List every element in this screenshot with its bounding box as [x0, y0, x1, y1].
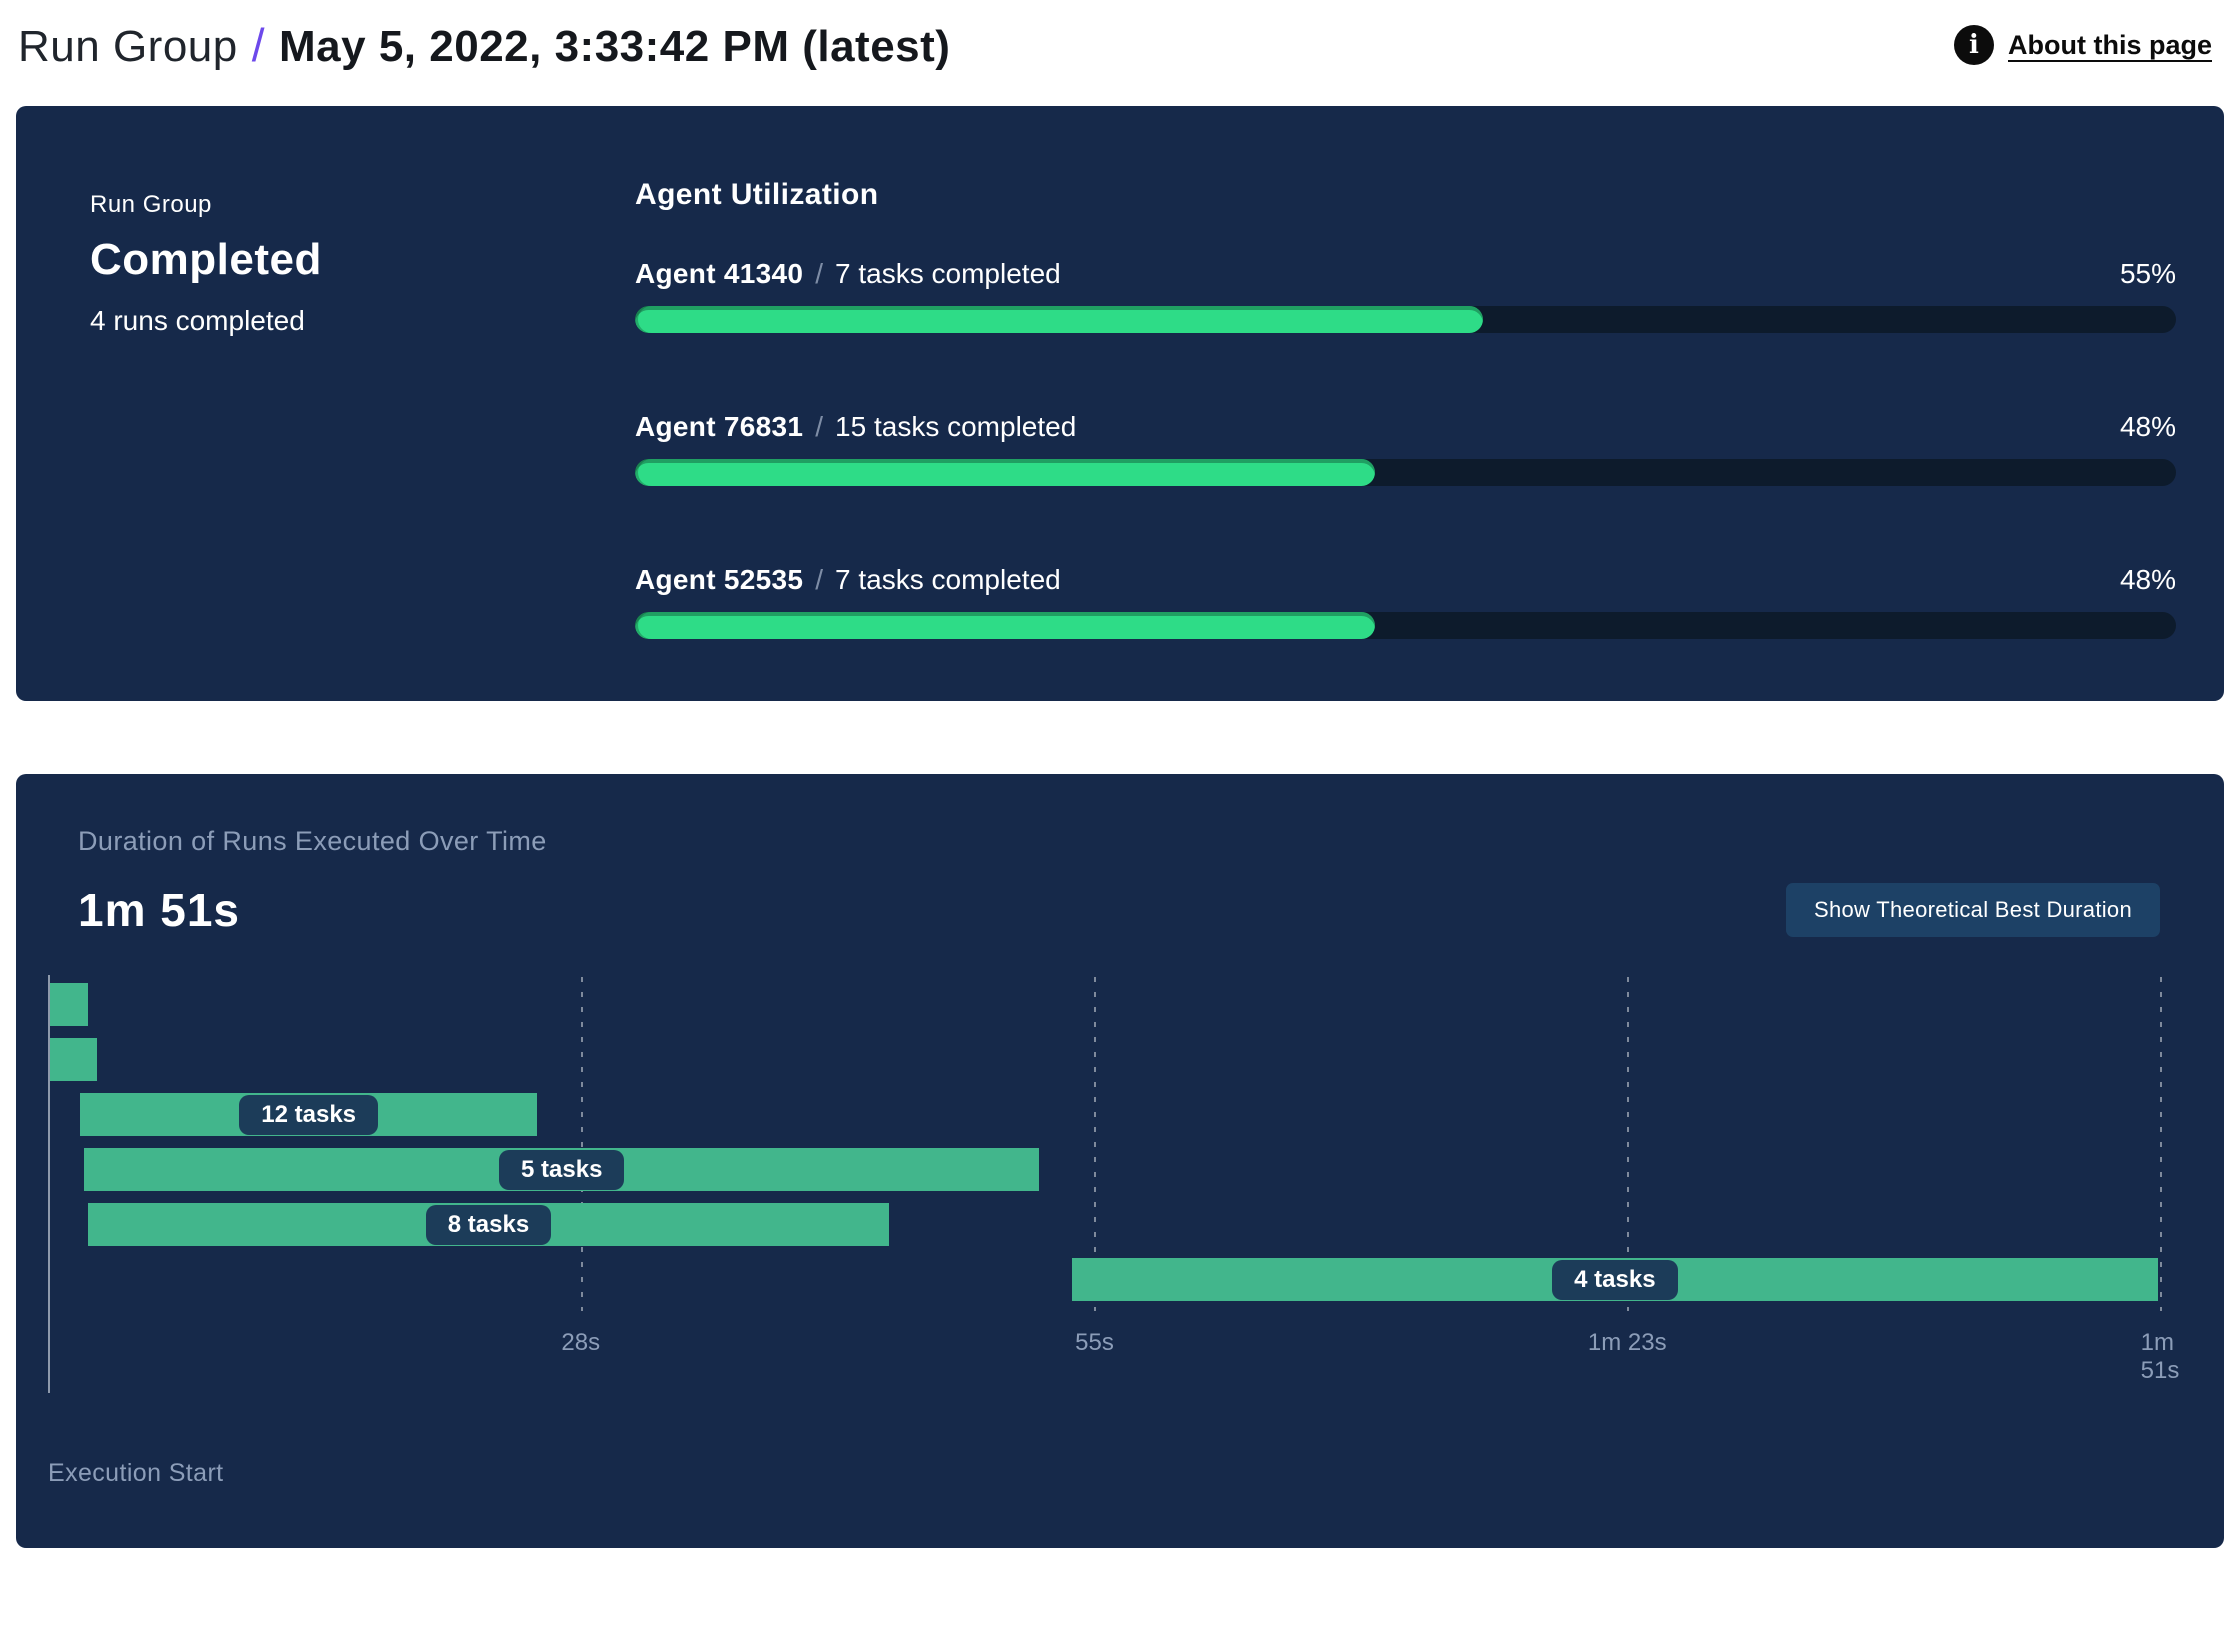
task-count-badge: 5 tasks — [499, 1149, 625, 1190]
execution-start-label: Execution Start — [48, 1459, 224, 1487]
tick-label: 55s — [1075, 1329, 1114, 1356]
page-header: Run Group / May 5, 2022, 3:33:42 PM (lat… — [0, 0, 2240, 72]
duration-summary-row: 1m 51s Show Theoretical Best Duration — [78, 883, 2160, 937]
agent-tasks-completed: 15 tasks completed — [835, 411, 1077, 442]
agent-name: Agent 76831 — [635, 411, 804, 442]
agent-list: Agent 41340 / 7 tasks completed 55% Agent 76… — [635, 258, 2176, 639]
run-group-status: Run Group Completed 4 runs completed — [90, 178, 635, 701]
tick-label: 1m 23s — [1587, 1329, 1667, 1356]
agent-utilization-heading: Agent Utilization — [635, 178, 879, 211]
gantt-bar[interactable]: 5 tasks — [84, 1148, 1040, 1191]
breadcrumb-separator: / — [251, 19, 266, 71]
agent-utilization-percent: 55% — [2119, 258, 2176, 289]
time-axis-ticks: 28s 55s 1m 23s 1m 51s — [48, 1329, 2179, 1384]
agent-utilization-percent: 48% — [2119, 564, 2176, 595]
agent-row-header: Agent 41340 / 7 tasks completed 55% — [635, 258, 2176, 290]
agent-progress-fill — [635, 459, 1375, 486]
info-icon: i — [1954, 25, 1994, 65]
gantt-plot: 12 tasks 5 tasks 8 tasks 4 tasks — [48, 975, 2162, 1393]
duration-chart-title: Duration of Runs Executed Over Time — [78, 826, 547, 856]
agent-separator: / — [815, 564, 824, 595]
agent-progress-track — [635, 612, 2176, 639]
agent-tasks-completed: 7 tasks completed — [835, 258, 1061, 289]
agent-progress-fill — [635, 612, 1375, 639]
task-count-badge: 4 tasks — [1552, 1259, 1678, 1300]
agent-row: Agent 76831 / 15 tasks completed 48% — [635, 411, 2176, 486]
agent-title: Agent 76831 / 15 tasks completed — [635, 411, 1076, 443]
gantt-chart: 12 tasks 5 tasks 8 tasks 4 tasks 28s 55s 1m 2… — [48, 975, 2179, 1488]
run-group-status-card: Run Group Completed 4 runs completed Age… — [16, 106, 2224, 701]
status-card-label: Run Group — [90, 191, 212, 218]
grid-line — [2160, 977, 2162, 1311]
gantt-bar[interactable]: 4 tasks — [1071, 1258, 2159, 1301]
agent-row-header: Agent 52535 / 7 tasks completed 48% — [635, 564, 2176, 596]
agent-tasks-completed: 7 tasks completed — [835, 564, 1061, 595]
agent-separator: / — [815, 258, 824, 289]
task-count-badge: 8 tasks — [425, 1204, 552, 1245]
agent-title: Agent 41340 / 7 tasks completed — [635, 258, 1061, 290]
tick-label: 1m 51s — [2140, 1329, 2180, 1384]
about-this-page-link[interactable]: i About this page — [1954, 25, 2212, 65]
grid-line — [580, 977, 583, 1311]
breadcrumb: Run Group / May 5, 2022, 3:33:42 PM (lat… — [18, 18, 950, 72]
agent-name: Agent 52535 — [635, 564, 804, 595]
agent-utilization-percent: 48% — [2119, 411, 2176, 442]
total-duration-value: 1m 51s — [78, 884, 241, 936]
agent-utilization-section: Agent Utilization Agent 41340 / 7 tasks co… — [635, 178, 2176, 701]
grid-line — [1094, 977, 1097, 1311]
gantt-bar[interactable]: 12 tasks — [80, 1093, 537, 1136]
runs-completed-text: 4 runs completed — [90, 305, 305, 336]
agent-row: Agent 41340 / 7 tasks completed 55% — [635, 258, 2176, 333]
show-theoretical-best-duration-button[interactable]: Show Theoretical Best Duration — [1786, 883, 2160, 937]
about-link-label: About this page — [2008, 29, 2212, 60]
gantt-bar[interactable] — [49, 983, 88, 1026]
agent-title: Agent 52535 / 7 tasks completed — [635, 564, 1061, 596]
agent-name: Agent 41340 — [635, 258, 804, 289]
agent-progress-track — [635, 306, 2176, 333]
agent-progress-fill — [635, 306, 1483, 333]
status-value: Completed — [90, 235, 322, 284]
agent-separator: / — [815, 411, 824, 442]
duration-chart-card: Duration of Runs Executed Over Time 1m 5… — [16, 774, 2224, 1548]
execution-start-axis — [48, 975, 50, 1393]
agent-row: Agent 52535 / 7 tasks completed 48% — [635, 564, 2176, 639]
grid-line — [1627, 977, 1630, 1311]
agent-row-header: Agent 76831 / 15 tasks completed 48% — [635, 411, 2176, 443]
breadcrumb-root: Run Group — [18, 22, 238, 71]
page-title: May 5, 2022, 3:33:42 PM (latest) — [279, 22, 951, 71]
gantt-bar[interactable]: 8 tasks — [87, 1203, 889, 1246]
agent-progress-track — [635, 459, 2176, 486]
gantt-bar[interactable] — [49, 1038, 98, 1081]
tick-label: 28s — [561, 1329, 601, 1356]
task-count-badge: 12 tasks — [239, 1094, 379, 1135]
